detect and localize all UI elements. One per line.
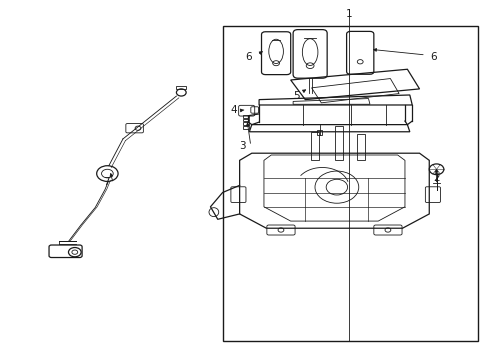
Bar [176,86,186,89]
Bar [222,26,477,341]
Bar [243,118,248,121]
Bar [243,126,248,129]
Text: 6: 6 [429,52,436,62]
Bar [335,126,343,160]
Text: 3: 3 [238,141,245,151]
Bar [317,130,322,135]
Text: 1: 1 [345,9,352,19]
Bar [243,122,248,125]
Text: 4: 4 [229,105,236,115]
Bar [357,134,365,160]
Bar [243,115,248,118]
Text: 6: 6 [244,52,251,62]
Text: 7: 7 [102,177,109,187]
Bar [310,132,318,160]
Text: 5: 5 [293,91,299,101]
Text: 2: 2 [432,173,439,183]
